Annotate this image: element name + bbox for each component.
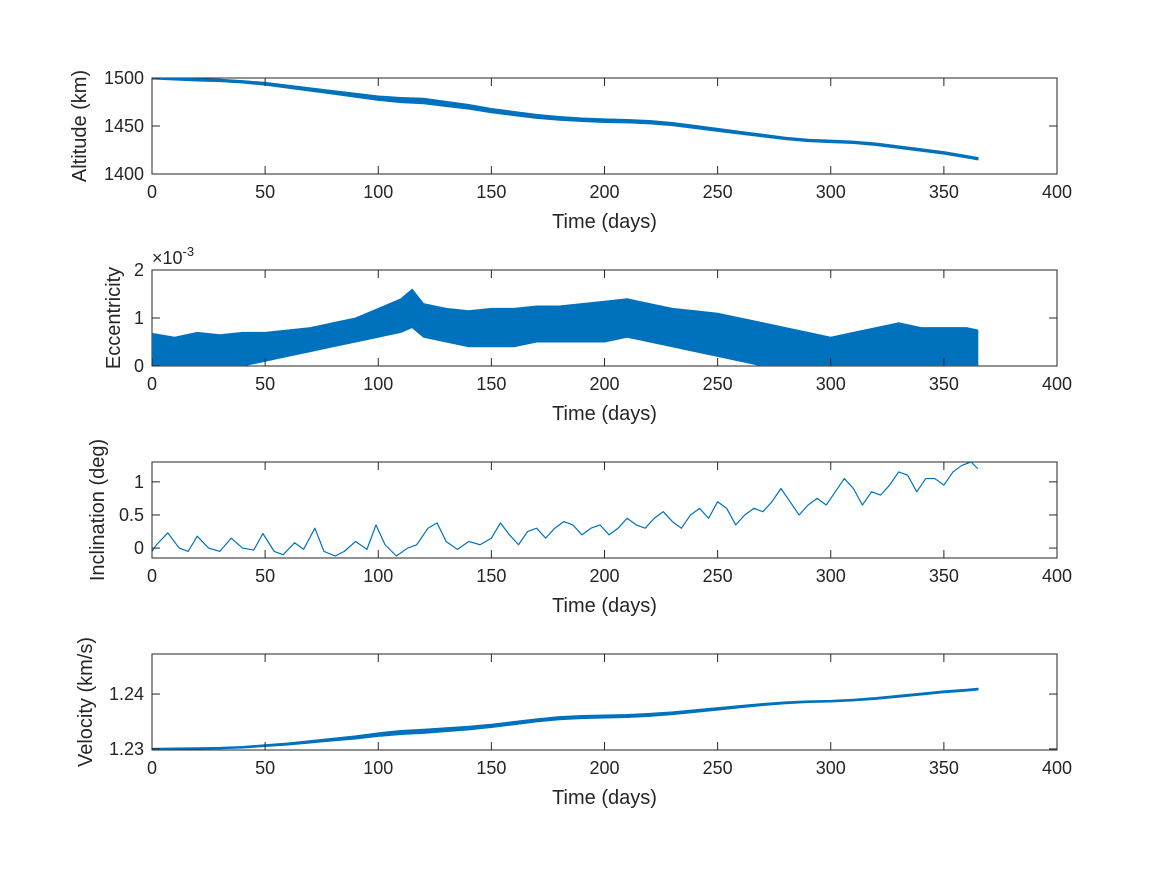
y-tick-label: 1 <box>134 308 144 328</box>
x-tick-label: 0 <box>147 566 157 586</box>
x-tick-label: 250 <box>703 566 733 586</box>
subplot-1: 0 50 100 150 200 250 300 350 400 1400 1450 1500 Time… <box>69 68 1072 233</box>
x-tick-label: 200 <box>589 374 619 394</box>
x-tick-label: 400 <box>1042 374 1072 394</box>
x-tick-label: 350 <box>929 374 959 394</box>
series-line <box>152 462 979 557</box>
x-axis-label: Time (days) <box>552 211 657 233</box>
x-tick-label: 350 <box>929 758 959 778</box>
subplot-4: 0 50 100 150 200 250 300 350 400 1.23 1.24 Time (da… <box>75 637 1072 809</box>
x-tick-label: 0 <box>147 374 157 394</box>
y-tick-label: 1400 <box>104 164 144 184</box>
y-axis-label: Inclination (deg) <box>87 439 109 581</box>
y-axis-label: Velocity (km/s) <box>75 637 97 767</box>
series-envelope <box>152 288 979 366</box>
x-tick-label: 350 <box>929 566 959 586</box>
x-tick-label: 150 <box>476 758 506 778</box>
series-band <box>152 78 979 161</box>
y-tick-label: 0 <box>134 538 144 558</box>
data-layer <box>152 462 979 557</box>
x-tick-label: 0 <box>147 182 157 202</box>
x-tick-label: 250 <box>703 182 733 202</box>
x-tick-label: 150 <box>476 182 506 202</box>
subplot-3: 0 50 100 150 200 250 300 350 400 0 0.5 1 Time (days)… <box>87 439 1072 617</box>
data-layer <box>152 288 979 366</box>
x-tick-label: 100 <box>363 566 393 586</box>
x-tick-label: 200 <box>589 182 619 202</box>
x-tick-label: 100 <box>363 758 393 778</box>
y-tick-label: 1.24 <box>109 684 144 704</box>
x-axis-label: Time (days) <box>552 595 657 617</box>
x-tick-label: 300 <box>816 758 846 778</box>
y-tick-label: 0.5 <box>119 505 144 525</box>
y-exponent-label: ×10-3 <box>152 244 194 268</box>
x-tick-label: 200 <box>589 758 619 778</box>
x-tick-label: 150 <box>476 374 506 394</box>
plot-area <box>151 653 1058 751</box>
x-tick-label: 300 <box>816 182 846 202</box>
plot-area <box>151 461 1058 559</box>
y-tick-label: 1 <box>134 472 144 492</box>
x-tick-label: 400 <box>1042 758 1072 778</box>
y-axis-label: Altitude (km) <box>69 70 91 182</box>
x-tick-label: 50 <box>255 182 275 202</box>
x-tick-label: 50 <box>255 374 275 394</box>
x-axis-label: Time (days) <box>552 403 657 425</box>
data-layer <box>152 78 979 161</box>
x-tick-label: 300 <box>816 374 846 394</box>
x-tick-label: 150 <box>476 566 506 586</box>
y-tick-label: 1.23 <box>109 739 144 759</box>
series-band <box>152 687 979 750</box>
y-tick-label: 2 <box>134 260 144 280</box>
x-tick-label: 50 <box>255 566 275 586</box>
y-tick-label: 1450 <box>104 116 144 136</box>
x-tick-label: 300 <box>816 566 846 586</box>
x-tick-label: 400 <box>1042 182 1072 202</box>
y-tick-label: 1500 <box>104 68 144 88</box>
x-tick-label: 100 <box>363 182 393 202</box>
x-tick-label: 250 <box>703 758 733 778</box>
y-tick-label: 0 <box>134 356 144 376</box>
x-tick-label: 400 <box>1042 566 1072 586</box>
x-tick-label: 100 <box>363 374 393 394</box>
x-tick-label: 50 <box>255 758 275 778</box>
plot-area <box>151 77 1058 175</box>
x-axis-label: Time (days) <box>552 787 657 809</box>
x-tick-label: 350 <box>929 182 959 202</box>
data-layer <box>152 687 979 750</box>
x-tick-label: 250 <box>703 374 733 394</box>
y-axis-label: Eccentricity <box>103 267 125 369</box>
subplot-2: 0 50 100 150 200 250 300 350 400 0 1 2 ×10-3 Time (da… <box>103 244 1072 425</box>
x-tick-label: 200 <box>589 566 619 586</box>
x-tick-label: 0 <box>147 758 157 778</box>
